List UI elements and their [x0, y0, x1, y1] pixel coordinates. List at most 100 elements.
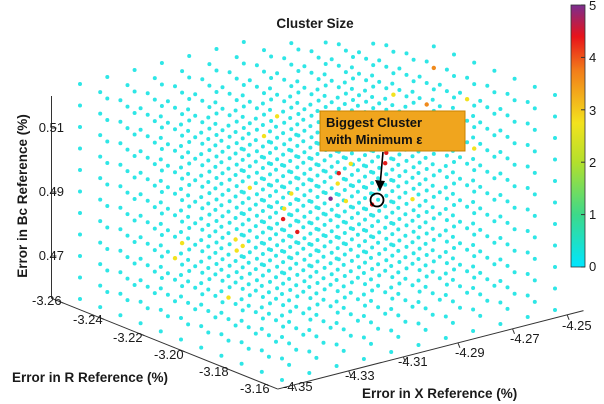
- data-point: [371, 63, 376, 68]
- data-point: [227, 199, 232, 204]
- data-point: [214, 176, 219, 180]
- data-point: [214, 90, 219, 94]
- annotation-arrowhead: [375, 180, 385, 191]
- data-point: [444, 153, 449, 158]
- data-point: [309, 242, 314, 247]
- data-point: [145, 263, 150, 268]
- data-point: [301, 289, 306, 294]
- data-point: [295, 186, 300, 191]
- data-point: [281, 174, 286, 179]
- data-point: [416, 235, 421, 240]
- data-point: [200, 292, 205, 297]
- data-point: [342, 209, 347, 214]
- data-point: [315, 281, 320, 285]
- data-point: [384, 43, 389, 48]
- y-tick-mark: [179, 349, 186, 353]
- data-point: [219, 353, 224, 358]
- data-point: [179, 187, 183, 191]
- data-point: [220, 85, 225, 90]
- data-point: [200, 141, 205, 146]
- data-point: [207, 148, 212, 153]
- data-point: [193, 264, 198, 269]
- axes: [51, 96, 584, 391]
- data-point: [335, 181, 340, 186]
- data-point: [553, 286, 557, 291]
- data-point: [357, 157, 361, 162]
- data-point: [307, 349, 312, 354]
- data-point: [281, 281, 286, 286]
- data-point: [389, 328, 394, 333]
- data-point: [443, 293, 448, 297]
- data-point: [78, 103, 82, 108]
- data-point: [233, 259, 238, 263]
- data-point: [98, 240, 103, 245]
- data-point: [220, 171, 225, 176]
- data-point: [532, 170, 537, 175]
- data-point: [314, 269, 319, 274]
- data-point: [505, 242, 510, 247]
- data-point: [391, 178, 396, 183]
- data-point: [233, 237, 238, 242]
- data-point: [275, 221, 280, 226]
- data-point: [220, 278, 225, 283]
- data-point: [314, 312, 319, 317]
- data-point: [443, 228, 448, 233]
- data-point: [343, 198, 349, 204]
- data-point: [384, 150, 389, 155]
- data-point: [370, 159, 375, 164]
- data-point: [301, 203, 306, 208]
- data-point: [158, 200, 163, 205]
- data-point: [416, 171, 421, 175]
- data-point: [105, 118, 110, 122]
- data-point: [308, 124, 313, 129]
- data-point: [269, 54, 274, 59]
- data-point: [363, 88, 367, 93]
- data-point: [254, 170, 259, 175]
- data-point: [226, 166, 231, 171]
- data-point: [478, 249, 483, 254]
- data-point: [269, 76, 274, 80]
- data-point: [239, 361, 244, 366]
- data-point: [280, 378, 284, 382]
- data-point: [105, 161, 110, 165]
- data-point: [307, 328, 312, 332]
- data-point: [351, 98, 355, 102]
- data-point: [269, 119, 274, 123]
- x-tick-label: -4.25: [562, 318, 592, 333]
- data-point: [355, 232, 360, 237]
- data-point: [172, 256, 178, 261]
- data-point: [363, 239, 367, 244]
- colorbar: [570, 4, 586, 268]
- data-point: [361, 357, 366, 361]
- data-point: [247, 142, 252, 147]
- data-point: [363, 196, 367, 201]
- data-point: [450, 320, 455, 325]
- data-point: [376, 262, 381, 267]
- data-point: [316, 249, 321, 254]
- data-point: [384, 215, 389, 220]
- data-point: [266, 311, 271, 316]
- data-point: [240, 222, 245, 227]
- data-point: [158, 286, 163, 291]
- data-point: [118, 248, 123, 253]
- data-point: [512, 184, 517, 189]
- data-point: [282, 206, 287, 211]
- annotation: Biggest Cluster with Minimum ε: [319, 110, 466, 208]
- data-point: [301, 139, 306, 144]
- data-point: [227, 70, 232, 75]
- data-point: [180, 155, 185, 160]
- data-point: [302, 107, 307, 112]
- data-point: [423, 327, 428, 332]
- data-point: [268, 193, 272, 198]
- data-point: [118, 119, 123, 124]
- data-point: [282, 271, 287, 276]
- data-point: [132, 68, 137, 72]
- data-point: [247, 121, 252, 126]
- data-point: [452, 181, 456, 186]
- data-point: [214, 111, 219, 116]
- data-point: [410, 218, 415, 223]
- data-point: [125, 126, 130, 131]
- data-point: [180, 69, 185, 74]
- y-tick-label: -3.18: [199, 364, 229, 379]
- data-point: [308, 274, 313, 279]
